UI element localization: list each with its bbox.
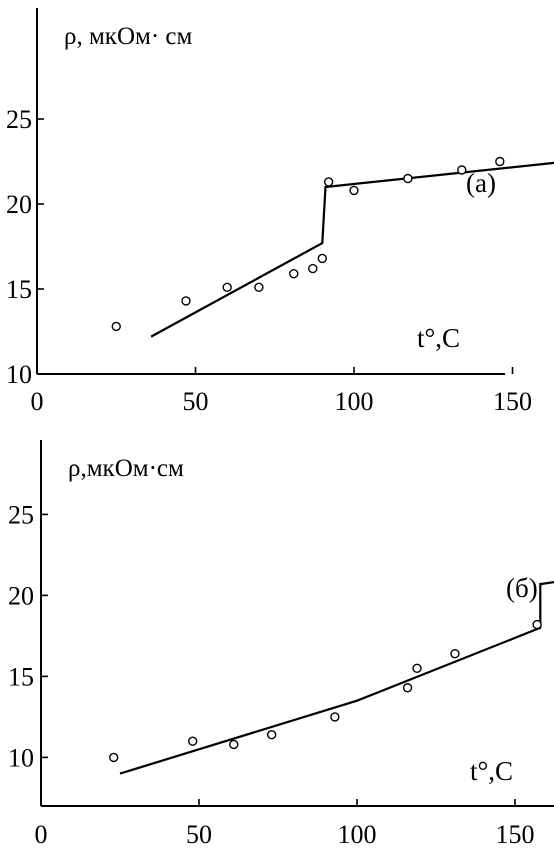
- panel-b-x-axis-label: t°,C: [470, 756, 513, 786]
- panel-b-y-tick-label: 20: [8, 581, 34, 610]
- panel-b-x-ticks: 050100150200250: [35, 799, 535, 848]
- panel-b-y-ticks: 10 15 20 25: [8, 500, 48, 772]
- panel-b-y-tick-label: 15: [8, 662, 34, 691]
- panel-a-data-point: [495, 156, 505, 167]
- panel-a-data-point: [254, 282, 264, 292]
- panel-b-x-tick-label: 50: [186, 820, 212, 848]
- panel-a-x-ticks: 050100150200250: [31, 367, 532, 416]
- panel-a-x-tick-label: 100: [335, 387, 374, 416]
- panel-b-data-point: [402, 683, 413, 693]
- panel-b-x-tick-label: 150: [496, 820, 535, 848]
- panel-a-data-point: [181, 296, 191, 306]
- panel-a-x-tick-label: 50: [183, 387, 209, 416]
- panel-b-data-point: [266, 730, 277, 740]
- panel-a-y-tick-label: 10: [6, 360, 32, 389]
- panel-a-data-point: [323, 177, 334, 187]
- panel-b-fit-line: [119, 581, 554, 775]
- panel-a-y-tick-label: 20: [6, 190, 32, 219]
- panel-b-y-axis-label: ρ,мкОм·см: [68, 455, 184, 482]
- panel-b-data-point: [450, 649, 460, 659]
- panel-b-data-point: [330, 712, 340, 722]
- panel-a-data-points: [111, 156, 505, 332]
- panel-b-data-point: [412, 663, 422, 673]
- panel-b-y-tick-label: 10: [8, 743, 34, 772]
- panel-a-fit-line: [150, 161, 554, 338]
- panel-a-y-tick-label: 25: [6, 105, 32, 134]
- panel-b-data-point: [187, 736, 198, 746]
- panel-b-data-points: [108, 619, 542, 763]
- panel-a-data-point: [457, 165, 467, 175]
- panel-a-x-axis-label: t°,C: [417, 323, 460, 353]
- panel-b-y-tick-label: 25: [8, 500, 34, 529]
- panel-a-y-tick-label: 15: [6, 275, 32, 304]
- panel-b-x-tick-label: 100: [338, 820, 377, 848]
- panel-b-data-point: [108, 752, 119, 763]
- panel-b-label: (б): [506, 573, 538, 603]
- panel-a-data-point: [222, 282, 232, 292]
- panel-a-data-point: [317, 253, 327, 264]
- panel-a-label: (a): [466, 168, 496, 198]
- panel-a-x-tick-label: 150: [493, 387, 532, 416]
- panel-a-data-point: [111, 321, 121, 332]
- panel-a-data-point: [349, 185, 359, 196]
- panel-b-data-point: [229, 739, 239, 750]
- panel-a-data-point: [308, 263, 318, 274]
- panel-b-x-tick-label: 0: [35, 820, 48, 848]
- panel-a-y-ticks: 10 15 20 25: [6, 105, 44, 389]
- panel-a-x-tick-label: 0: [31, 387, 44, 416]
- panel-a-data-point: [289, 269, 299, 279]
- panel-a-data-point: [403, 173, 413, 184]
- panel-a-y-axis-label: ρ, мкОм· см: [64, 23, 192, 50]
- panel-b-data-point: [532, 619, 542, 630]
